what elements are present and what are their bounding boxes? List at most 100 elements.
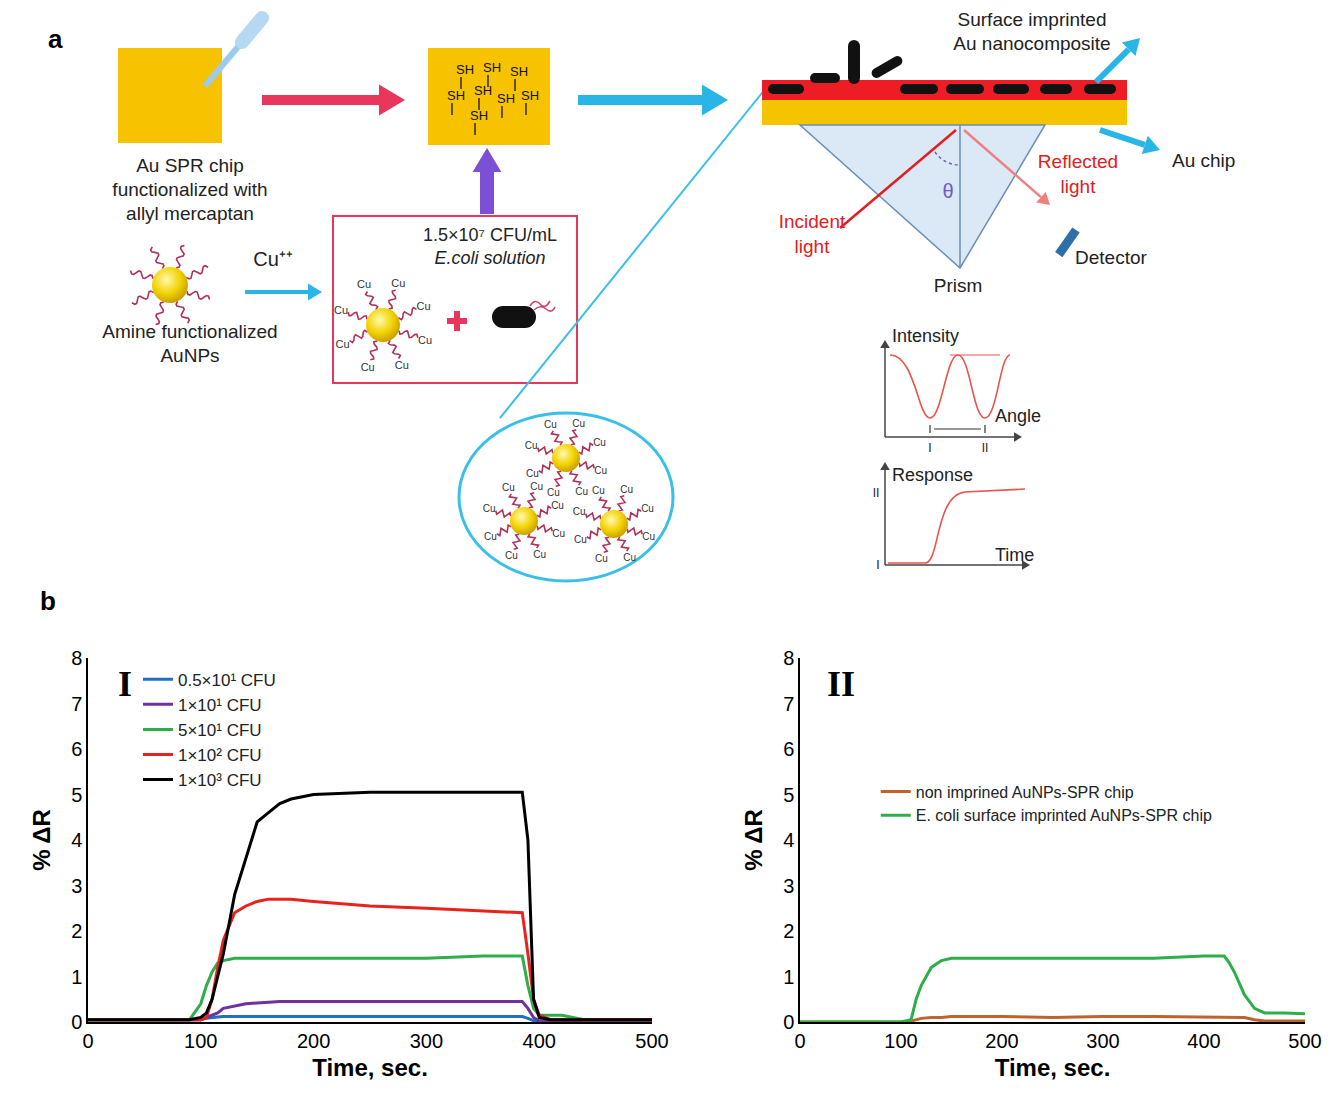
svg-text:II: II [827, 664, 855, 704]
svg-text:SH: SH [510, 64, 528, 79]
svg-text:light: light [795, 236, 831, 257]
svg-text:3: 3 [71, 875, 82, 897]
svg-text:SH: SH [456, 62, 474, 77]
svg-text:SH: SH [483, 60, 501, 75]
svg-text:Cu: Cu [552, 528, 565, 539]
svg-text:Au chip: Au chip [1172, 150, 1235, 171]
svg-text:Cu: Cu [391, 277, 405, 289]
svg-text:E. coli surface imprinted AuNP: E. coli surface imprinted AuNPs-SPR chip [916, 807, 1212, 824]
svg-text:Cu: Cu [418, 334, 432, 346]
svg-text:% ΔR: % ΔR [28, 809, 55, 871]
svg-text:6: 6 [783, 738, 794, 760]
svg-text:Au SPR chip: Au SPR chip [136, 155, 244, 176]
svg-text:Cu: Cu [357, 278, 371, 290]
svg-text:SH: SH [521, 88, 539, 103]
svg-text:Cu: Cu [641, 503, 654, 514]
svg-text:5: 5 [783, 784, 794, 806]
svg-text:0: 0 [783, 1011, 794, 1033]
svg-text:E.coli solution: E.coli solution [434, 248, 545, 268]
svg-text:3: 3 [783, 875, 794, 897]
svg-text:Au nanocomposite: Au nanocomposite [953, 33, 1110, 54]
svg-text:7: 7 [783, 693, 794, 715]
svg-text:Time, sec.: Time, sec. [995, 1054, 1111, 1081]
svg-text:Cu: Cu [573, 506, 586, 517]
svg-text:Cu: Cu [361, 361, 375, 373]
svg-text:1.5×10⁷ CFU/mL: 1.5×10⁷ CFU/mL [423, 225, 557, 245]
svg-text:100: 100 [184, 1030, 217, 1052]
svg-text:2: 2 [71, 920, 82, 942]
svg-text:8: 8 [783, 647, 794, 669]
svg-text:100: 100 [884, 1030, 917, 1052]
svg-text:Cu: Cu [547, 487, 560, 498]
svg-text:Cu: Cu [525, 440, 538, 451]
svg-text:1×10¹ CFU: 1×10¹ CFU [178, 696, 262, 715]
svg-text:Cu: Cu [530, 481, 543, 492]
svg-text:Cu: Cu [623, 552, 636, 563]
svg-text:light: light [1061, 176, 1097, 197]
svg-text:500: 500 [1288, 1030, 1321, 1052]
svg-text:1×10³ CFU: 1×10³ CFU [178, 771, 262, 790]
svg-text:2: 2 [783, 920, 794, 942]
svg-text:Cu: Cu [593, 437, 606, 448]
svg-text:AuNPs: AuNPs [160, 345, 219, 366]
svg-text:Cu: Cu [526, 468, 539, 479]
svg-text:4: 4 [71, 829, 82, 851]
svg-text:5×10¹ CFU: 5×10¹ CFU [178, 721, 262, 740]
svg-text:Cu: Cu [334, 304, 348, 316]
svg-text:Response: Response [892, 465, 973, 485]
svg-text:I: I [928, 441, 931, 455]
svg-text:4: 4 [783, 829, 794, 851]
svg-text:Cu: Cu [592, 485, 605, 496]
svg-text:Cu: Cu [642, 531, 655, 542]
svg-text:Cu: Cu [594, 465, 607, 476]
svg-text:Cu: Cu [620, 484, 633, 495]
svg-text:I: I [876, 558, 879, 572]
svg-text:Cu⁺⁺: Cu⁺⁺ [253, 248, 293, 270]
svg-text:Incident: Incident [779, 211, 846, 232]
svg-text:Cu: Cu [572, 418, 585, 429]
svg-text:1: 1 [783, 966, 794, 988]
svg-text:Cu: Cu [533, 549, 546, 560]
svg-text:Cu: Cu [335, 338, 349, 350]
svg-text:non imprined AuNPs-SPR chip: non imprined AuNPs-SPR chip [916, 784, 1134, 801]
svg-text:functionalized with: functionalized with [112, 179, 267, 200]
svg-text:θ: θ [942, 180, 953, 202]
svg-text:0: 0 [71, 1011, 82, 1033]
svg-text:Cu: Cu [484, 531, 497, 542]
svg-text:Prism: Prism [934, 275, 983, 296]
svg-text:Angle: Angle [995, 406, 1041, 426]
svg-text:SH: SH [470, 108, 488, 123]
svg-text:Cu: Cu [395, 359, 409, 371]
svg-text:Cu: Cu [544, 419, 557, 430]
svg-text:8: 8 [71, 647, 82, 669]
svg-text:6: 6 [71, 738, 82, 760]
svg-text:Time, sec.: Time, sec. [312, 1054, 428, 1081]
svg-text:Surface imprinted: Surface imprinted [958, 9, 1107, 30]
svg-text:Time: Time [995, 545, 1034, 565]
svg-text:II: II [873, 486, 880, 500]
svg-text:0: 0 [82, 1030, 93, 1052]
svg-text:% ΔR: % ΔR [740, 809, 767, 871]
svg-text:SH: SH [474, 83, 492, 98]
svg-text:5: 5 [71, 784, 82, 806]
svg-text:Cu: Cu [505, 550, 518, 561]
svg-text:300: 300 [410, 1030, 443, 1052]
svg-text:SH: SH [447, 88, 465, 103]
svg-text:I: I [118, 664, 132, 704]
svg-text:Reflected: Reflected [1038, 151, 1118, 172]
svg-text:Cu: Cu [416, 300, 430, 312]
svg-text:0.5×10¹ CFU: 0.5×10¹ CFU [178, 671, 276, 690]
svg-text:0: 0 [794, 1030, 805, 1052]
svg-text:300: 300 [1086, 1030, 1119, 1052]
svg-text:Cu: Cu [551, 500, 564, 511]
svg-text:1×10² CFU: 1×10² CFU [178, 746, 262, 765]
svg-text:Cu: Cu [595, 553, 608, 564]
svg-text:Cu: Cu [575, 486, 588, 497]
svg-text:Cu: Cu [502, 482, 515, 493]
svg-text:500: 500 [635, 1030, 668, 1052]
svg-text:Cu: Cu [574, 534, 587, 545]
svg-text:II: II [982, 441, 989, 455]
svg-text:allyl mercaptan: allyl mercaptan [126, 203, 254, 224]
svg-text:a: a [48, 24, 63, 54]
svg-text:Amine functionalized: Amine functionalized [102, 321, 277, 342]
